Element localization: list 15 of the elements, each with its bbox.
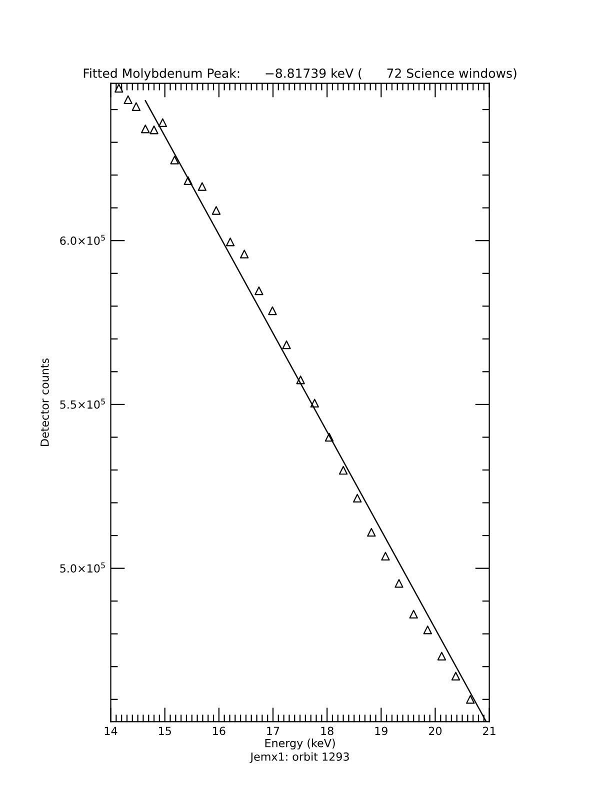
y-tick-label: 6.0×10$^{5}$ bbox=[60, 234, 105, 245]
chart-title: Fitted Molybdenum Peak: −8.81739 keV ( 72 Science windows) bbox=[84, 68, 516, 80]
x-tick-label: 21 bbox=[483, 726, 496, 735]
x-tick-label: 16 bbox=[213, 726, 226, 736]
x-tick-label: 17 bbox=[267, 726, 280, 735]
x-tick-label: 14 bbox=[104, 726, 118, 735]
x-tick-label: 20 bbox=[428, 726, 442, 736]
x-tick-label: 19 bbox=[375, 726, 388, 736]
text: Jemx1: orbit 1293 bbox=[250, 752, 349, 763]
x-tick-label: 18 bbox=[321, 726, 334, 736]
y-tick-label: 5.5×10$^{5}$ bbox=[60, 398, 105, 409]
x-tick-label: 15 bbox=[159, 726, 171, 736]
y-axis-title: Detector counts bbox=[40, 358, 49, 446]
y-tick-label: 5.0×10$^{5}$ bbox=[60, 562, 105, 573]
x-axis-title: Energy (keV) bbox=[265, 738, 335, 750]
